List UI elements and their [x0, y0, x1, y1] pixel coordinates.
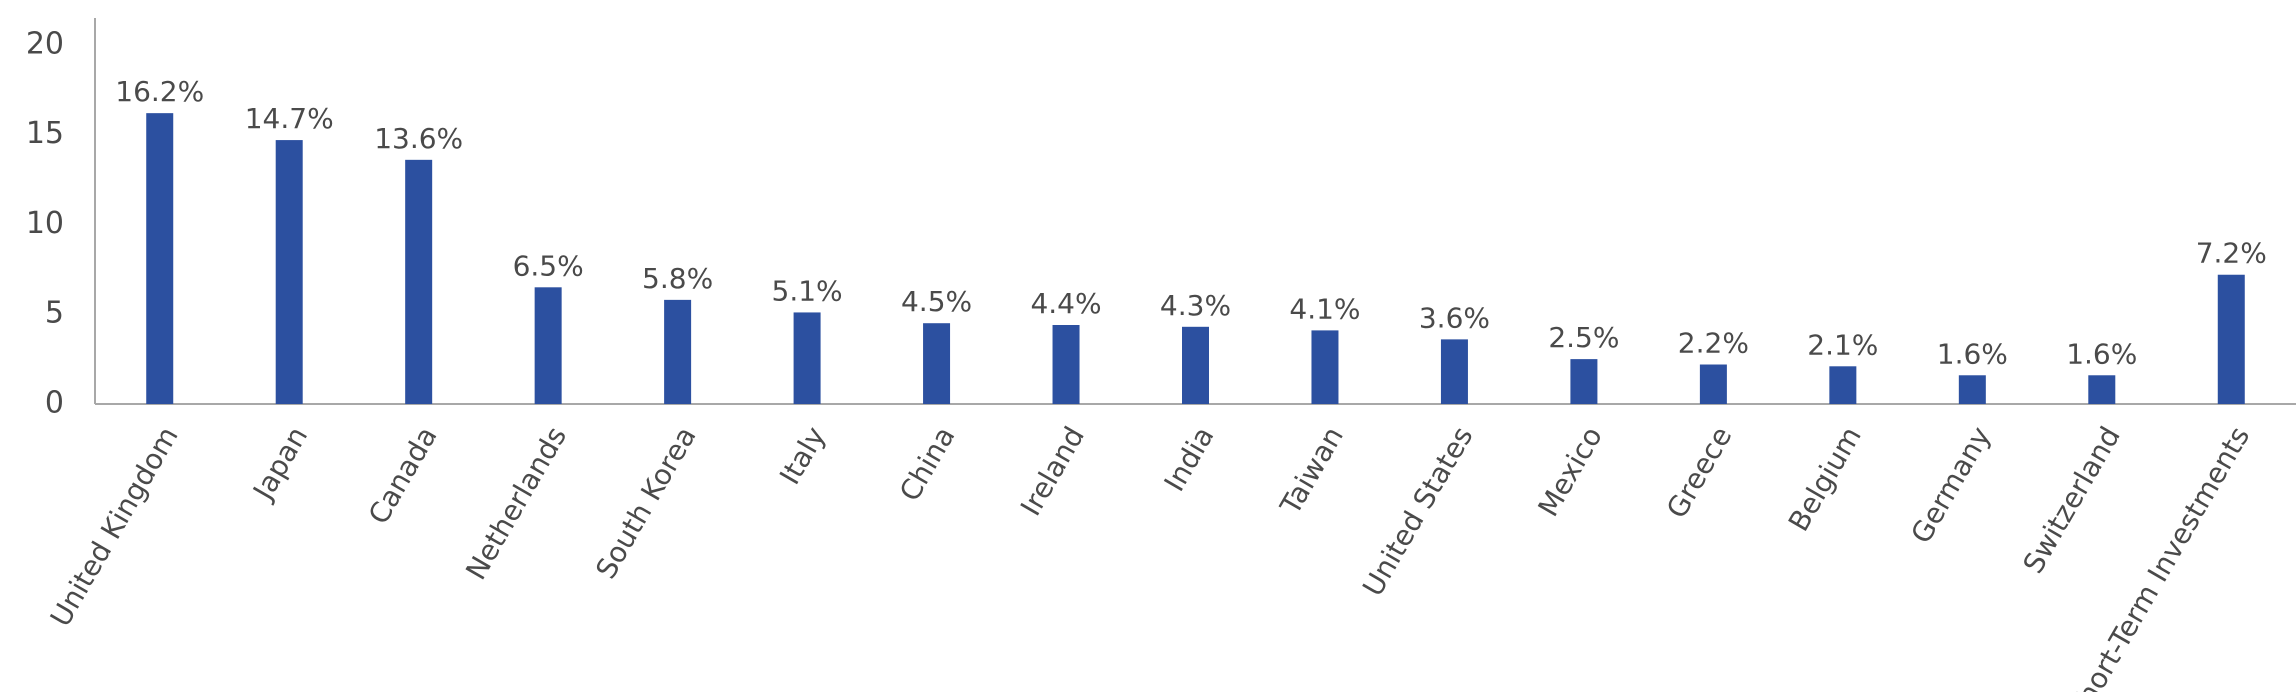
y-tick-label: 0	[45, 386, 64, 421]
value-label: 1.6%	[1937, 337, 2008, 370]
value-label: 1.6%	[2066, 337, 2137, 370]
x-tick-label: Netherlands	[459, 421, 573, 585]
bar	[793, 312, 821, 404]
value-label: 6.5%	[513, 249, 584, 282]
value-label: 16.2%	[115, 75, 204, 108]
bar	[534, 287, 562, 404]
x-tick-label: Mexico	[1531, 421, 1608, 522]
bar	[1440, 339, 1468, 404]
y-tick-label: 5	[45, 296, 64, 331]
value-label: 2.1%	[1807, 328, 1878, 361]
x-tick-label: United Kingdom	[44, 421, 185, 632]
y-tick-label: 20	[26, 26, 64, 61]
value-label: 4.1%	[1289, 292, 1360, 325]
value-label: 2.2%	[1678, 327, 1749, 360]
value-label: 5.8%	[642, 262, 713, 295]
x-tick-label: Germany	[1904, 421, 1997, 549]
bar	[1182, 326, 1209, 404]
x-tick-label: Belgium	[1782, 421, 1868, 537]
value-label: 7.2%	[2196, 237, 2267, 270]
bar	[1570, 359, 1598, 404]
bar	[1699, 364, 1727, 404]
value-label: 4.5%	[901, 285, 972, 318]
bar	[405, 159, 433, 404]
bar	[146, 113, 174, 404]
bar	[1311, 330, 1339, 404]
bar	[275, 140, 303, 404]
value-label: 2.5%	[1548, 321, 1619, 354]
value-label: 4.4%	[1030, 287, 1101, 320]
bar	[1829, 366, 1857, 404]
x-tick-label: United States	[1356, 421, 1479, 602]
x-tick-label: South Korea	[589, 421, 702, 584]
x-tick-label: China	[893, 421, 962, 507]
y-tick-label: 10	[26, 206, 64, 241]
bar	[2088, 375, 2116, 404]
bar	[923, 323, 951, 404]
value-label: 14.7%	[245, 102, 334, 135]
y-tick-label: 15	[26, 116, 64, 151]
value-label: 3.6%	[1419, 301, 1490, 334]
x-tick-label: Taiwan	[1273, 421, 1350, 521]
value-label: 4.3%	[1160, 289, 1231, 322]
x-tick-label: Canada	[362, 421, 444, 530]
bar	[1958, 375, 1986, 404]
value-label: 13.6%	[374, 122, 463, 155]
bar	[2217, 274, 2245, 404]
x-tick-label: Switzerland	[2017, 421, 2127, 579]
x-tick-label: India	[1158, 421, 1221, 497]
value-label: 5.1%	[772, 274, 843, 307]
x-tick-label: Japan	[246, 421, 315, 507]
x-tick-label: Ireland	[1014, 421, 1091, 521]
x-tick-label: Greece	[1660, 421, 1738, 524]
bar	[664, 299, 692, 404]
bar	[1052, 325, 1080, 404]
x-tick-label: Italy	[773, 421, 832, 490]
